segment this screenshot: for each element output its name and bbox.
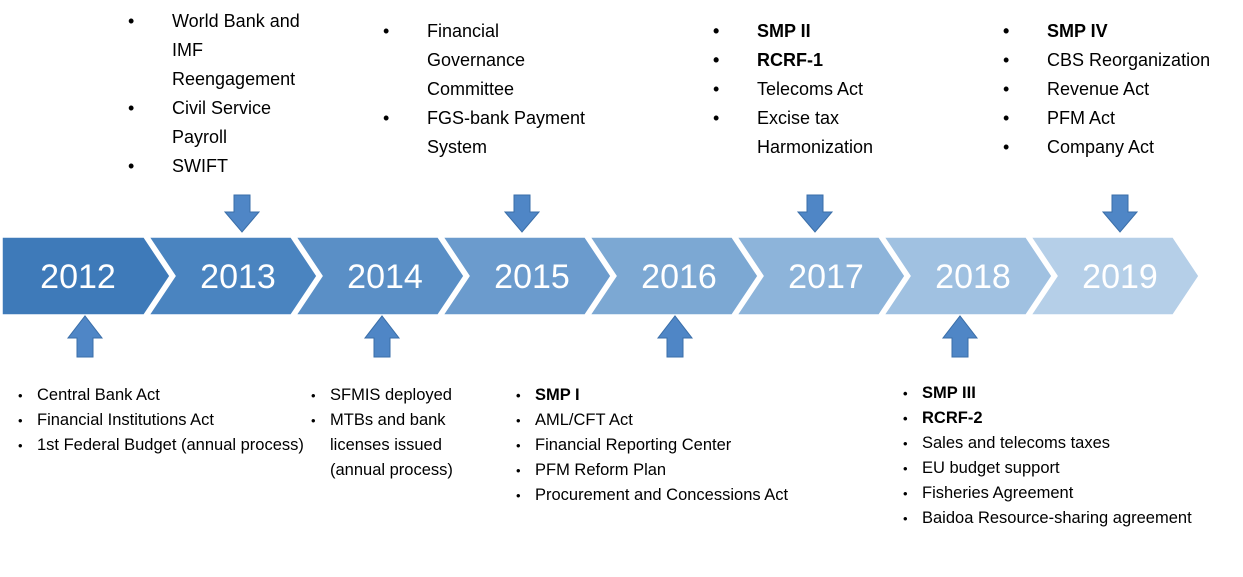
- milestone: Baidoa Resource-sharing agreement: [903, 506, 1192, 531]
- milestone: SFMIS deployed: [311, 383, 500, 408]
- arrow-down: [796, 194, 834, 233]
- chevron: [882, 236, 1053, 316]
- milestone-list: Central Bank ActFinancial Institutions A…: [18, 383, 307, 458]
- milestone: RCRF-1: [713, 46, 907, 75]
- milestone: Procurement and Concessions Act: [516, 483, 895, 508]
- milestone-list: SMP IIRCRF-1Telecoms ActExcise tax Harmo…: [713, 17, 907, 162]
- year-label: 2017: [788, 258, 864, 296]
- milestone: World Bank and IMF Reengagement: [128, 7, 322, 94]
- milestone-list: SMP IVCBS ReorganizationRevenue ActPFM A…: [1003, 17, 1243, 162]
- arrow-up: [66, 315, 104, 358]
- milestone: AML/CFT Act: [516, 408, 895, 433]
- milestone: Financial Reporting Center: [516, 433, 895, 458]
- year-label: 2019: [1082, 258, 1158, 296]
- milestone: SMP IV: [1003, 17, 1243, 46]
- milestone: Sales and telecoms taxes: [903, 431, 1192, 456]
- milestone: SMP III: [903, 381, 1192, 406]
- milestone: Telecoms Act: [713, 75, 907, 104]
- milestone: MTBs and bank licenses issued (annual pr…: [311, 408, 500, 483]
- milestone: 1st Federal Budget (annual process): [18, 433, 307, 458]
- year-label: 2013: [200, 258, 276, 296]
- chevron: [294, 236, 465, 316]
- milestone: Financial Governance Committee: [383, 17, 602, 104]
- year-label: 2015: [494, 258, 570, 296]
- chevron: [1, 236, 171, 316]
- arrow-up: [363, 315, 401, 358]
- year-label: 2018: [935, 258, 1011, 296]
- year-label: 2016: [641, 258, 717, 296]
- arrow-up: [656, 315, 694, 358]
- arrow-up: [941, 315, 979, 358]
- milestone-list: SMP IAML/CFT ActFinancial Reporting Cent…: [516, 383, 895, 508]
- milestone: SWIFT: [128, 152, 322, 181]
- milestone: PFM Reform Plan: [516, 458, 895, 483]
- milestone: SMP II: [713, 17, 907, 46]
- chevron: [588, 236, 759, 316]
- milestone-list: SMP IIIRCRF-2Sales and telecoms taxesEU …: [903, 381, 1192, 531]
- chevron: [441, 236, 612, 316]
- chevron: [147, 236, 318, 316]
- milestone-list: SFMIS deployedMTBs and bank licenses iss…: [311, 383, 500, 483]
- milestone: RCRF-2: [903, 406, 1192, 431]
- year-label: 2012: [40, 258, 116, 296]
- milestone: Central Bank Act: [18, 383, 307, 408]
- milestone: EU budget support: [903, 456, 1192, 481]
- arrow-down: [223, 194, 261, 233]
- milestone: Company Act: [1003, 133, 1243, 162]
- milestone: Excise tax Harmonization: [713, 104, 907, 162]
- milestone: Civil Service Payroll: [128, 94, 322, 152]
- chevron: [1029, 236, 1200, 316]
- milestone: FGS-bank Payment System: [383, 104, 602, 162]
- milestone-list: Financial Governance CommitteeFGS-bank P…: [383, 17, 602, 162]
- arrow-down: [1101, 194, 1139, 233]
- arrow-down: [503, 194, 541, 233]
- milestone-list: World Bank and IMF ReengagementCivil Ser…: [128, 7, 322, 181]
- milestone: Fisheries Agreement: [903, 481, 1192, 506]
- milestone: Financial Institutions Act: [18, 408, 307, 433]
- milestone: SMP I: [516, 383, 895, 408]
- year-label: 2014: [347, 258, 423, 296]
- milestone: Revenue Act: [1003, 75, 1243, 104]
- chevron: [735, 236, 906, 316]
- milestone: CBS Reorganization: [1003, 46, 1243, 75]
- milestone: PFM Act: [1003, 104, 1243, 133]
